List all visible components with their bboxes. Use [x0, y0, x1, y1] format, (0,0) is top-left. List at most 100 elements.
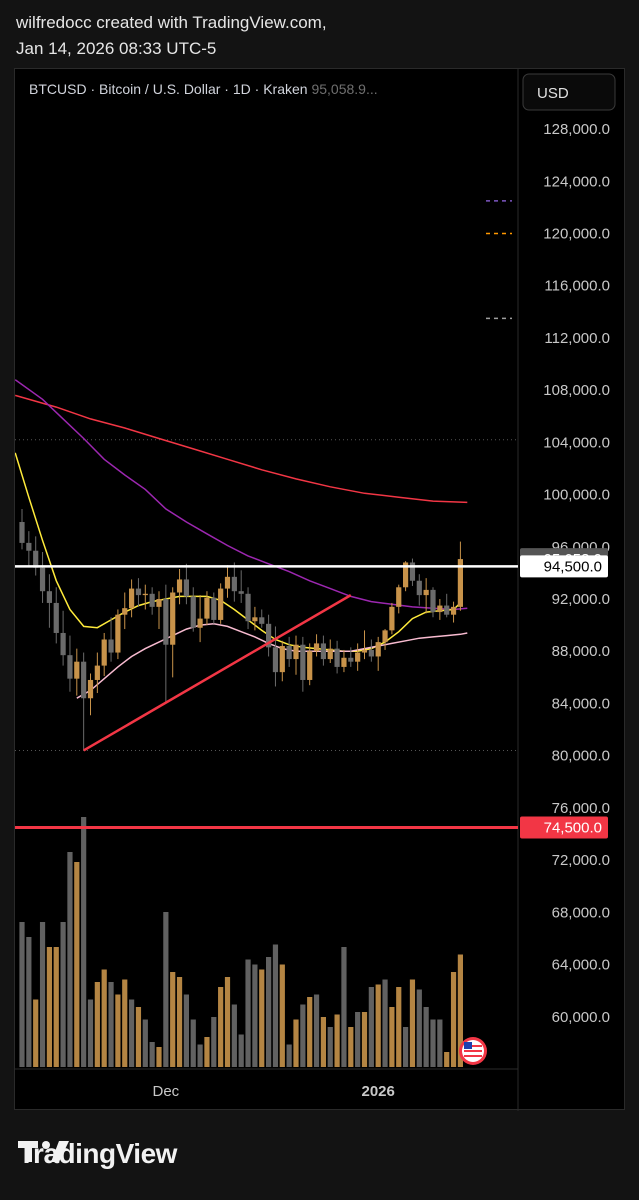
candle-body [122, 608, 128, 615]
volume-bar [334, 1014, 340, 1067]
volume-bar [87, 999, 94, 1067]
y-tick-label: 88,000.0 [552, 643, 610, 660]
candle-body [33, 550, 39, 568]
volume-bar [375, 984, 381, 1067]
candle-body [313, 643, 320, 652]
symbol-info: BTCUSD · Bitcoin / U.S. Dollar · 1D · Kr… [29, 81, 378, 97]
candle-body [176, 579, 183, 593]
candle-body [403, 562, 409, 588]
candle-body [94, 665, 100, 680]
candle-body [129, 588, 135, 609]
candle-body [218, 588, 224, 620]
candle-body [156, 599, 162, 607]
volume-bar [163, 912, 169, 1067]
moving-average-line [15, 394, 468, 504]
candle-body [204, 597, 210, 619]
y-tick-label: 92,000.0 [552, 591, 610, 608]
chart-header: wilfredocc created with TradingView.com,… [16, 10, 327, 62]
candle-body [259, 617, 265, 624]
y-tick-label: 72,000.0 [552, 852, 610, 869]
candle-body [341, 657, 347, 667]
chart-panel[interactable]: 128,000.0 124,000.0 120,000.0 116,000.0 112,… [14, 68, 626, 1111]
candle-body [334, 648, 340, 667]
volume-bar [382, 979, 388, 1067]
y-tick-label: 120,000.0 [543, 225, 610, 242]
candle-body [300, 644, 306, 680]
volume-bar [81, 817, 87, 1067]
volume-bar [115, 994, 121, 1067]
volume-bar [396, 987, 402, 1067]
volume-bar [313, 994, 320, 1067]
candle-body [320, 643, 326, 660]
volume-bar [142, 1019, 148, 1067]
y-tick-label: 60,000.0 [552, 1009, 610, 1026]
volume-bar [197, 1044, 203, 1067]
candle-body [307, 651, 313, 680]
volume-bar [252, 964, 258, 1067]
y-tick-label: 76,000.0 [552, 800, 610, 817]
candle-body [135, 588, 142, 596]
author-line: wilfredocc created with TradingView.com, [16, 13, 327, 32]
volume-bar [183, 994, 189, 1067]
volume-bar [94, 982, 100, 1067]
volume-bar [53, 947, 59, 1067]
candle-body [423, 589, 429, 596]
volume-bar [231, 1004, 237, 1067]
candle-body [444, 605, 450, 615]
y-tick-label: 116,000.0 [544, 278, 610, 295]
candle-body [19, 522, 25, 543]
candle-body [327, 648, 333, 660]
volume-bar [122, 979, 128, 1067]
y-tick-label: 64,000.0 [552, 957, 610, 974]
candle-body [389, 606, 395, 631]
candle-body [197, 618, 203, 628]
y-tick-label: 128,000.0 [543, 121, 610, 138]
volume-bar [204, 1037, 210, 1067]
y-tick-label: 108,000.0 [543, 382, 610, 399]
candle-body [142, 593, 148, 596]
volume-bar [300, 1004, 306, 1067]
volume-bar [26, 937, 32, 1067]
candle-body [224, 576, 231, 589]
candle-body [382, 630, 388, 643]
volume-bar [368, 987, 374, 1067]
candle-body [149, 593, 155, 607]
volume-bar [33, 999, 39, 1067]
candle-body [190, 596, 196, 628]
volume-bar [170, 972, 176, 1067]
volume-bar [156, 1047, 162, 1067]
volume-bar [293, 1019, 299, 1067]
candle-body [375, 642, 381, 657]
volume-bar [286, 1044, 292, 1067]
volume-bar [348, 1027, 354, 1067]
candle-body [416, 580, 422, 596]
volume-bar [320, 1017, 326, 1067]
candle-body [286, 646, 292, 660]
y-tick-label: 100,000.0 [543, 487, 610, 504]
volume-layer [19, 817, 463, 1067]
candlestick-chart[interactable]: 128,000.0 124,000.0 120,000.0 116,000.0 112,… [15, 69, 626, 1111]
volume-bar [430, 1019, 436, 1067]
price-axis-layer: 128,000.0 124,000.0 120,000.0 116,000.0 112,… [153, 121, 610, 1100]
volume-bar [108, 982, 114, 1067]
candles-layer [19, 508, 463, 751]
candle-body [115, 614, 121, 653]
y-tick-label: 104,000.0 [543, 434, 610, 451]
flag-icon[interactable] [459, 1037, 487, 1065]
volume-bar [279, 964, 285, 1067]
moving-average-line [15, 452, 461, 652]
candle-body [355, 652, 361, 662]
y-tick-label: 112,000.0 [544, 330, 610, 347]
candle-body [450, 606, 457, 615]
candle-body [430, 589, 436, 613]
candle-body [74, 661, 80, 679]
candle-body [67, 655, 73, 679]
volume-bar [259, 969, 265, 1067]
candle-body [46, 591, 52, 603]
date-line: Jan 14, 2026 08:33 UTC-5 [16, 39, 217, 58]
currency-button[interactable]: USD [522, 73, 616, 111]
volume-bar [46, 947, 52, 1067]
candle-body [108, 639, 114, 653]
volume-bar [423, 1007, 429, 1067]
candle-body [238, 591, 244, 594]
